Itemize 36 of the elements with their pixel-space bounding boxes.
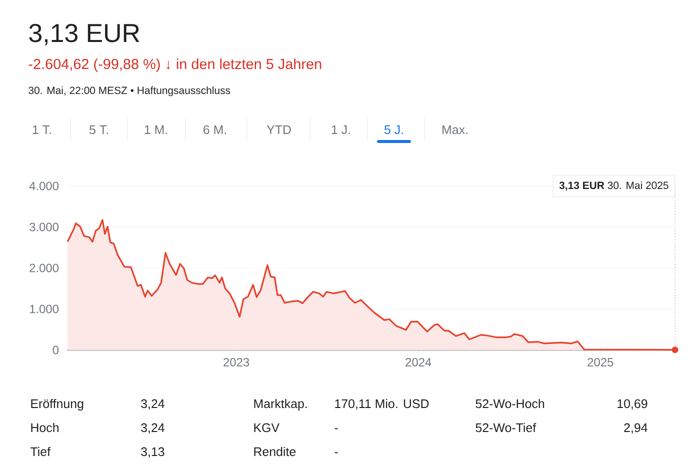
x-tick-label: 2024 — [406, 358, 432, 366]
text: Eröffnung — [31, 398, 84, 411]
chart-title: 3,13 EUR — [29, 24, 140, 46]
y-tick-label: 0 — [52, 346, 59, 354]
text: 6 M. — [204, 125, 226, 134]
text: 3,24 — [141, 399, 164, 410]
y-tick-label: 1.000 — [30, 304, 59, 314]
text: 5 T. — [89, 125, 108, 134]
text: 3,24 — [141, 423, 164, 434]
text: 1 T. — [32, 125, 51, 134]
text: Hoch — [31, 422, 58, 432]
text: 1 J. — [332, 125, 350, 134]
x-tick-label: 2025 — [588, 358, 614, 366]
text: 10,69 — [618, 399, 648, 410]
text: 5 J. — [384, 125, 403, 134]
text: - — [334, 452, 338, 454]
text: YTD — [266, 125, 291, 134]
chart-subtitle: -2.604,62 (-99,88 %) ↓ in den letzten 5 Jahren — [28, 58, 322, 72]
text: 170,11 Mio. USD — [335, 398, 429, 410]
text: 30. Mai, 22:00 MESZ • Haftungsausschluss — [28, 86, 230, 96]
y-tick-label: 4.000 — [29, 182, 59, 190]
text: Marktkap. — [254, 398, 307, 411]
text: Tief — [30, 446, 51, 456]
text: 52-Wo-Hoch — [476, 398, 544, 408]
text: KGV — [254, 423, 280, 432]
text: Max. — [442, 125, 468, 134]
text: - — [334, 428, 338, 430]
y-tick-label: 2.000 — [30, 264, 59, 272]
text: 52-Wo-Tief — [476, 422, 536, 432]
text: 3,13 — [141, 447, 164, 458]
text: 1 M. — [144, 125, 167, 134]
text: 2,94 — [624, 423, 648, 434]
text: Rendite — [254, 446, 296, 456]
x-tick-label: 2023 — [224, 358, 250, 366]
annotation: 3,13 EUR 30. Mai 2025 — [559, 181, 668, 191]
y-tick-label: 3.000 — [30, 222, 59, 232]
